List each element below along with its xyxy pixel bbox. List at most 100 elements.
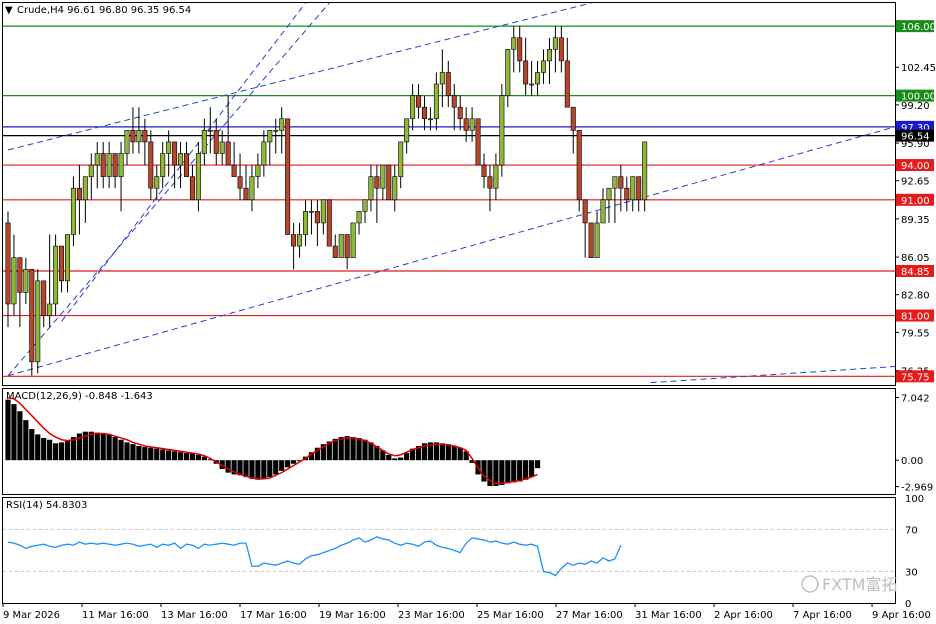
- candle-body: [237, 176, 243, 189]
- trendline-4[interactable]: [7, 126, 896, 377]
- candle-body: [475, 118, 481, 166]
- level-tag-bg: [896, 264, 934, 277]
- price-axis-label: 92.65: [901, 177, 930, 188]
- candle-body: [35, 280, 41, 363]
- macd-histogram-bar: [195, 454, 201, 461]
- level-tag-bg: [896, 159, 934, 172]
- candle-body: [76, 187, 82, 201]
- macd-axis-label: 0.00: [901, 456, 923, 467]
- candle-body: [421, 106, 427, 120]
- candle-body: [606, 187, 612, 201]
- candle-body: [207, 130, 213, 132]
- watermark-logo-icon: [801, 575, 819, 593]
- price-axis-label: 95.90: [901, 139, 930, 150]
- trendline-1[interactable]: [7, 2, 330, 377]
- candle-body: [570, 106, 576, 131]
- rsi-axis-label: 100: [905, 494, 924, 505]
- candle-body: [41, 280, 47, 316]
- candle-body: [505, 49, 511, 96]
- level-tag-bg: [896, 120, 934, 133]
- macd-histogram-bar: [350, 437, 356, 461]
- candle-body: [332, 245, 338, 258]
- macd-histogram-bar: [58, 442, 65, 461]
- level-tag-bg: [896, 370, 934, 383]
- macd-histogram-bar: [457, 447, 463, 461]
- candle-body: [636, 176, 642, 201]
- trendline-3[interactable]: [7, 2, 592, 151]
- candle-body: [558, 37, 564, 62]
- macd-histogram-bar: [415, 445, 422, 461]
- macd-histogram-bar: [112, 437, 118, 461]
- candle-body: [451, 95, 457, 108]
- macd-histogram-bar: [505, 460, 511, 484]
- macd-histogram-bar: [23, 420, 29, 461]
- level-tag-bg: [896, 129, 934, 142]
- candle-body: [249, 176, 255, 201]
- macd-histogram-bar: [326, 441, 332, 461]
- candle-body: [47, 303, 53, 316]
- price-axis-label: 89.35: [901, 215, 930, 226]
- macd-histogram-bar: [469, 460, 475, 463]
- candle-body: [308, 211, 314, 213]
- candle-body: [154, 176, 160, 189]
- macd-histogram-bar: [124, 442, 130, 461]
- candle-body: [517, 37, 523, 62]
- macd-histogram-bar: [344, 436, 350, 461]
- macd-histogram-bar: [267, 460, 273, 478]
- candle-body: [416, 95, 422, 108]
- macd-histogram-bar: [427, 442, 434, 461]
- price-pane-frame: [2, 2, 896, 386]
- macd-histogram-bar: [261, 460, 267, 479]
- candle-body: [546, 49, 552, 62]
- macd-indicator: [5, 397, 541, 486]
- macd-histogram-bar: [392, 458, 398, 461]
- candle-body: [493, 164, 499, 189]
- candle-body: [285, 118, 291, 235]
- macd-histogram-bar: [481, 460, 487, 482]
- level-tag-bg: [896, 89, 934, 102]
- price-axis-label: 82.80: [901, 291, 930, 302]
- candle-body: [231, 164, 237, 177]
- level-tag-label: 96.54: [901, 132, 930, 143]
- macd-histogram-bar: [410, 448, 416, 461]
- level-tag-label: 100.00: [901, 92, 936, 103]
- time-axis-label: 23 Mar 16:00: [398, 610, 465, 621]
- macd-histogram-bar: [368, 442, 374, 461]
- macd-histogram-bar: [493, 460, 499, 486]
- level-tag-label: 81.00: [901, 312, 930, 323]
- candle-body: [398, 141, 404, 177]
- candle-body: [380, 164, 386, 189]
- candle-body: [612, 176, 618, 189]
- rsi-line: [7, 536, 622, 577]
- dropdown-arrow-icon[interactable]: ▼: [5, 5, 13, 16]
- candle-body: [642, 141, 648, 201]
- candle-body: [499, 95, 505, 166]
- candle-body: [326, 199, 332, 247]
- candle-body: [243, 187, 249, 201]
- macd-histogram-bar: [82, 431, 88, 461]
- candle-body: [124, 130, 130, 154]
- trendline-5[interactable]: [650, 365, 896, 384]
- candle-body: [201, 130, 207, 154]
- candle-body: [350, 222, 356, 258]
- level-tag-label: 97.30: [901, 123, 930, 134]
- watermark: FXTM富拓: [801, 575, 897, 594]
- macd-histogram-bar: [463, 451, 469, 461]
- level-tag-label: 94.00: [901, 161, 930, 172]
- rsi-pane-frame: [2, 497, 896, 604]
- macd-histogram-bar: [231, 460, 237, 475]
- time-axis-label: 9 Apr 16:00: [872, 610, 931, 621]
- trendline-2[interactable]: [61, 2, 306, 322]
- candle-body: [535, 72, 541, 85]
- macd-histogram-bar: [487, 460, 493, 486]
- time-axis-label: 11 Mar 16:00: [82, 610, 149, 621]
- candle-body: [118, 153, 124, 177]
- candle-body: [588, 222, 594, 258]
- macd-histogram-bar: [142, 446, 148, 461]
- candle-body: [195, 153, 201, 201]
- candle-body: [219, 141, 225, 154]
- candle-body: [540, 60, 546, 73]
- candle-body: [11, 257, 17, 305]
- macd-histogram-bar: [136, 445, 142, 461]
